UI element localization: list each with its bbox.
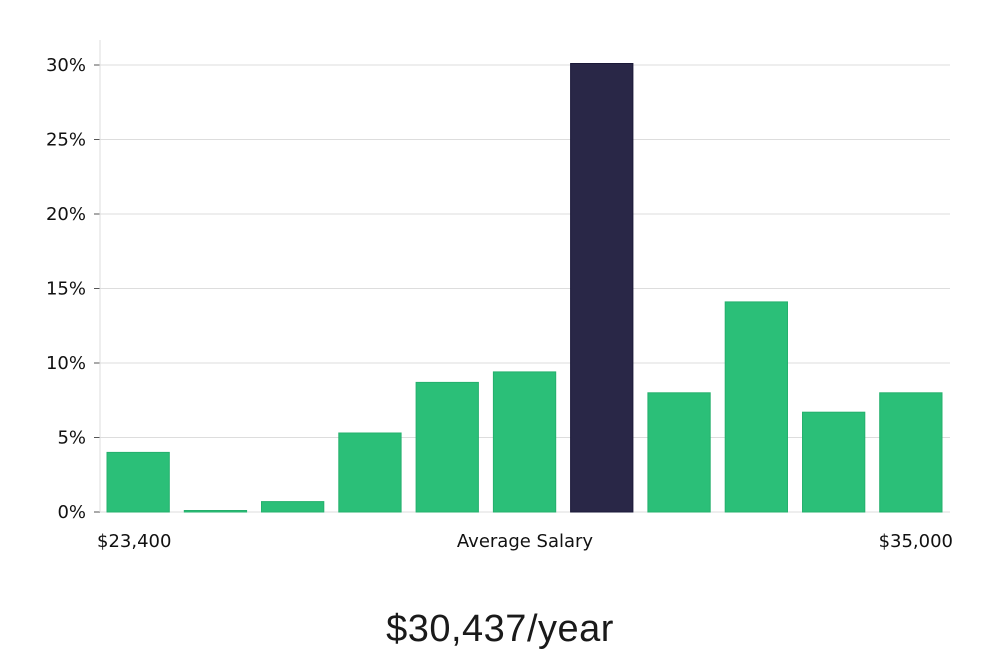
x-axis-label: Average Salary	[457, 531, 594, 552]
y-tick-label: 5%	[57, 428, 86, 449]
salary-histogram: 0% 5% 10% 15% 20% 25% 30% $23,400 Average Sala…	[46, 40, 953, 552]
grid-lines	[100, 64, 950, 513]
bar	[879, 392, 943, 513]
average-salary-headline: $30,437/year	[386, 608, 614, 650]
y-tick-label: 0%	[57, 502, 86, 523]
bar-average-salary	[570, 63, 634, 513]
y-axis-ticks: 0% 5% 10% 15% 20% 25% 30%	[46, 55, 100, 523]
x-max-label: $35,000	[879, 531, 953, 552]
y-tick-label: 20%	[46, 204, 86, 225]
x-min-label: $23,400	[97, 531, 171, 552]
bar	[647, 392, 711, 513]
y-tick-label: 10%	[46, 353, 86, 374]
bar	[802, 411, 866, 513]
bar	[492, 371, 557, 513]
y-tick-label: 15%	[46, 279, 86, 300]
bars	[106, 63, 943, 513]
bar	[724, 301, 789, 513]
bar	[106, 451, 170, 513]
bar	[183, 510, 248, 513]
bar	[338, 432, 402, 513]
bar	[415, 381, 479, 513]
y-tick-label: 30%	[46, 55, 86, 76]
bar	[261, 501, 325, 513]
y-tick-label: 25%	[46, 130, 86, 151]
